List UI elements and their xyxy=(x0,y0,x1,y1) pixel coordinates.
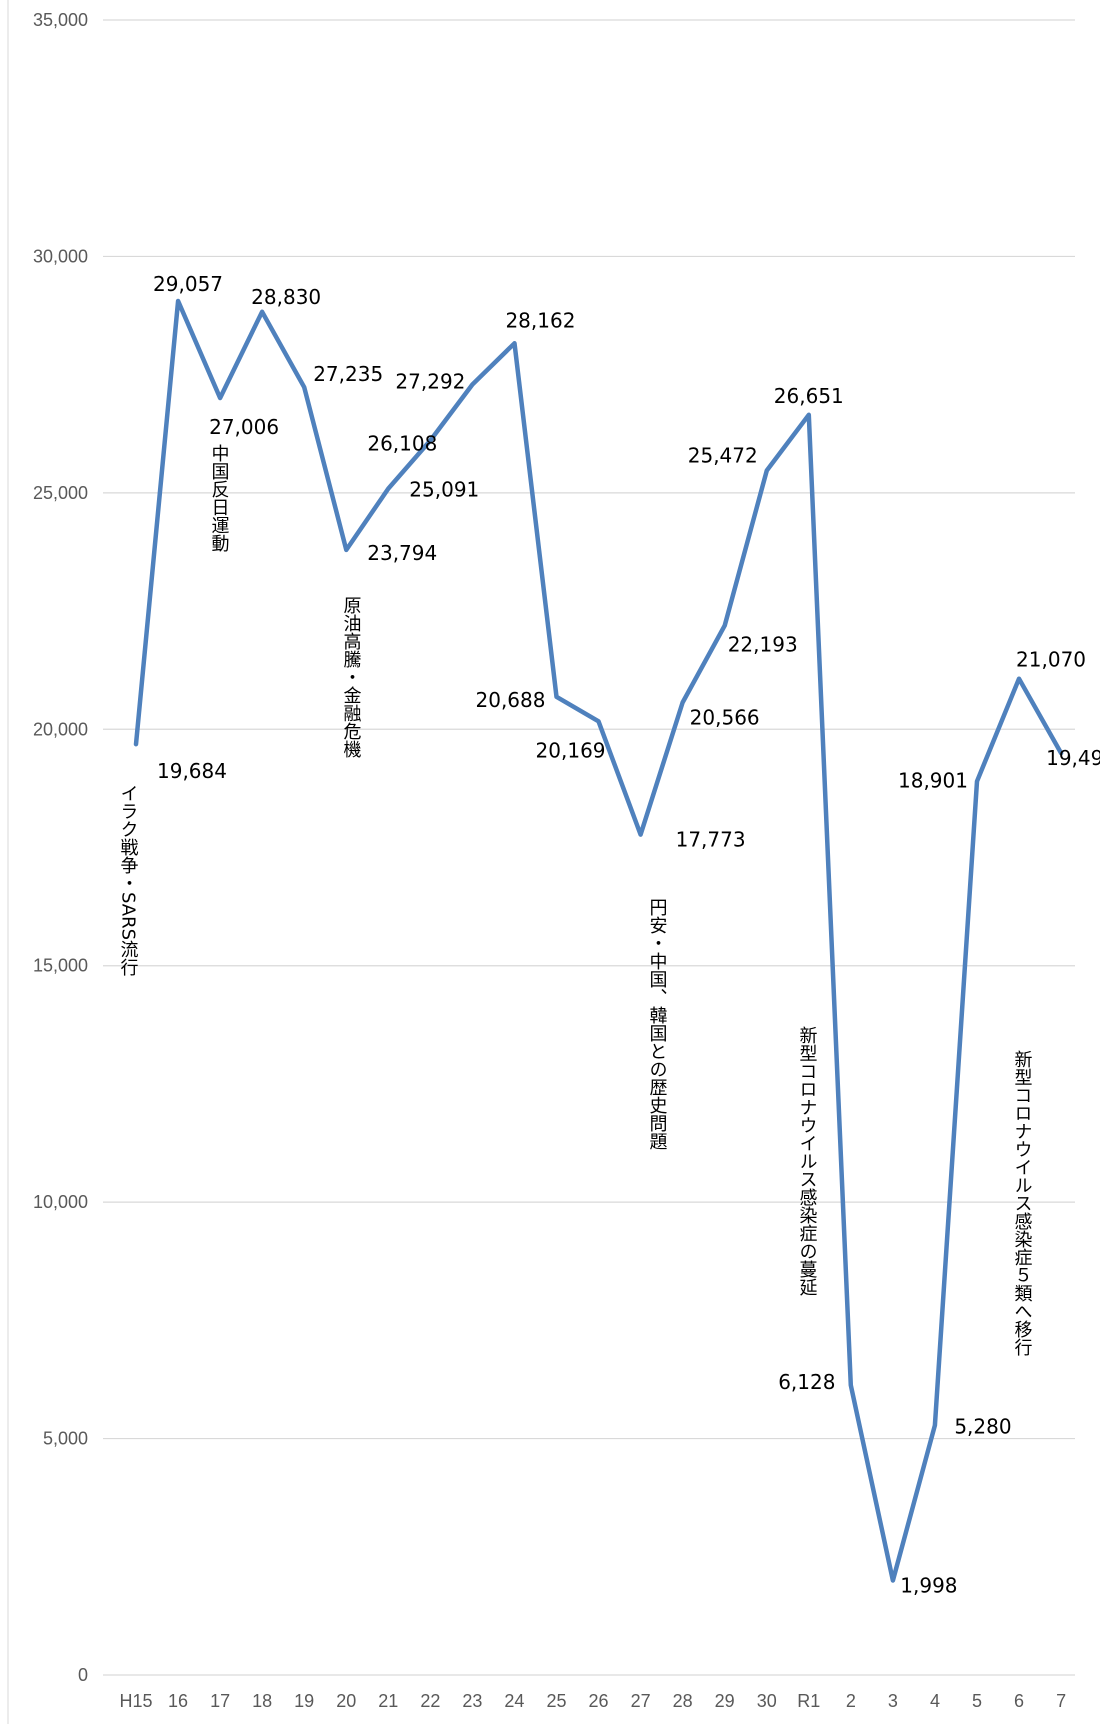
gridlines xyxy=(103,19,1075,1676)
y-tick-label: 15,000 xyxy=(33,956,88,976)
y-axis-tick-labels: 0 5,000 10,000 15,000 20,000 25,000 30,000 35,0… xyxy=(33,10,88,1685)
x-tick-label: 20 xyxy=(336,1691,356,1711)
event-annotation: 円安・中国、韓国との歴史問題 xyxy=(647,898,668,1150)
x-tick-label: 2 xyxy=(846,1691,856,1711)
series-line-group xyxy=(133,298,1064,1583)
x-tick-label: 29 xyxy=(715,1691,735,1711)
event-annotation: 原油高騰・金融危機 xyxy=(341,596,362,759)
y-tick-label: 20,000 xyxy=(33,719,88,739)
x-tick-label: H15 xyxy=(119,1691,152,1711)
x-tick-label: 27 xyxy=(631,1691,651,1711)
data-label: 25,091 xyxy=(409,478,479,502)
data-label: 25,472 xyxy=(688,444,758,468)
data-label: 28,162 xyxy=(505,308,575,332)
x-tick-label: 4 xyxy=(930,1691,940,1711)
data-label: 27,006 xyxy=(209,415,279,439)
x-tick-label: 18 xyxy=(252,1691,272,1711)
x-tick-label: 25 xyxy=(546,1691,566,1711)
x-tick-label: 7 xyxy=(1056,1691,1066,1711)
event-annotation: 新型コロナウイルス感染症の蔓延 xyxy=(797,1026,818,1296)
data-label: 5,280 xyxy=(954,1414,1011,1438)
data-label: 18,901 xyxy=(898,768,968,792)
x-tick-label: 3 xyxy=(888,1691,898,1711)
data-label: 26,108 xyxy=(367,431,437,455)
x-tick-label: 23 xyxy=(462,1691,482,1711)
data-label: 20,169 xyxy=(536,738,606,762)
data-label: 23,794 xyxy=(367,541,437,565)
y-tick-label: 5,000 xyxy=(43,1429,88,1449)
data-label: 20,566 xyxy=(690,706,760,730)
data-label: 22,193 xyxy=(728,633,798,657)
data-label: 20,688 xyxy=(476,688,546,712)
data-label: 27,235 xyxy=(313,362,383,386)
series-line xyxy=(133,298,1064,1583)
data-label: 29,057 xyxy=(153,272,223,296)
x-tick-label: 28 xyxy=(673,1691,693,1711)
data-label: 21,070 xyxy=(1016,648,1086,672)
data-label: 27,292 xyxy=(395,369,465,393)
y-tick-label: 0 xyxy=(78,1665,88,1685)
data-label: 26,651 xyxy=(774,384,844,408)
x-tick-label: 5 xyxy=(972,1691,982,1711)
x-tick-label: 22 xyxy=(420,1691,440,1711)
y-tick-label: 25,000 xyxy=(33,483,88,503)
event-annotations: イラク戦争・SARS流行 中国反日運動原油高騰・金融危機円安・中国、韓国との歴史問… xyxy=(118,444,1033,1356)
data-label: 19,684 xyxy=(157,759,227,783)
x-axis-tick-labels: H15 16 17 18 19 20 21 22 23 24 25 26 27 28 29 30 R1 2 3 4 5 6… xyxy=(119,1691,1066,1711)
event-annotation: 中国反日運動 xyxy=(209,444,230,552)
data-label: 19,497 xyxy=(1046,746,1100,770)
data-label: 28,830 xyxy=(251,285,321,309)
event-annotation: イラク戦争・SARS流行 xyxy=(118,784,139,976)
x-tick-label: 26 xyxy=(589,1691,609,1711)
x-tick-label: 16 xyxy=(168,1691,188,1711)
data-label: 17,773 xyxy=(676,828,746,852)
x-tick-label: 21 xyxy=(378,1691,398,1711)
data-labels: 19,684 29,057 27,006 28,830 27,235 23,794 25,0… xyxy=(153,272,1100,1598)
x-tick-label: 24 xyxy=(504,1691,524,1711)
x-tick-label: R1 xyxy=(797,1691,820,1711)
x-tick-label: 6 xyxy=(1014,1691,1024,1711)
data-label: 1,998 xyxy=(900,1574,957,1598)
x-tick-label: 19 xyxy=(294,1691,314,1711)
data-label: 6,128 xyxy=(778,1370,835,1394)
x-tick-label: 17 xyxy=(210,1691,230,1711)
event-annotation: 新型コロナウイルス感染症５類へ移行 xyxy=(1012,1050,1033,1356)
y-tick-label: 10,000 xyxy=(33,1192,88,1212)
y-tick-label: 30,000 xyxy=(33,246,88,266)
y-tick-label: 35,000 xyxy=(33,10,88,30)
x-tick-label: 30 xyxy=(757,1691,777,1711)
